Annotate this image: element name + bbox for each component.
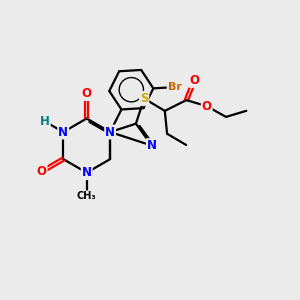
Text: O: O	[82, 87, 92, 100]
Text: H: H	[40, 115, 50, 128]
Text: O: O	[189, 74, 199, 87]
Text: N: N	[58, 125, 68, 139]
Text: O: O	[202, 100, 212, 113]
Text: CH₃: CH₃	[77, 191, 97, 201]
Text: N: N	[147, 139, 157, 152]
Text: Br: Br	[168, 82, 182, 92]
Text: N: N	[105, 125, 115, 139]
Text: N: N	[82, 166, 92, 179]
Text: S: S	[140, 92, 148, 105]
Text: O: O	[37, 165, 46, 178]
